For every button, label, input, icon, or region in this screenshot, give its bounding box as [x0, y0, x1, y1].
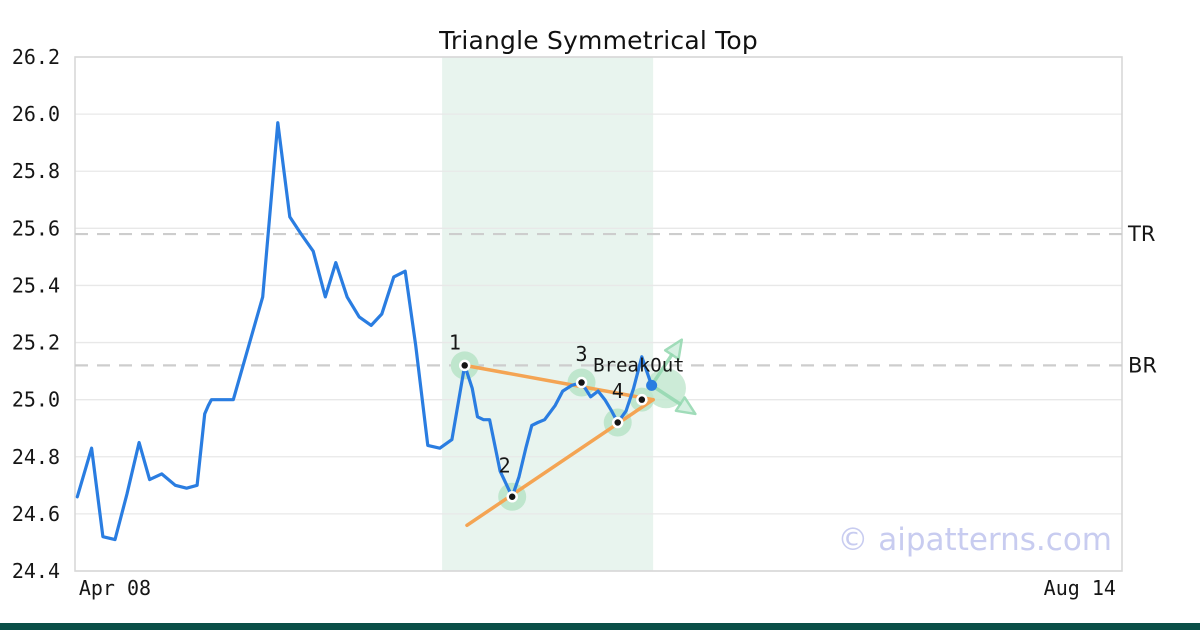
pattern-point-dot-apex [636, 393, 648, 406]
y-tick-label: 25.4 [12, 273, 60, 297]
pattern-point-label-4: 4 [612, 379, 624, 403]
level-label-tr: TR [1127, 222, 1155, 246]
y-tick-label: 25.8 [12, 159, 60, 183]
y-tick-label: 25.6 [12, 216, 60, 240]
projection-arrow-shaft [649, 383, 683, 406]
pattern-point-label-2: 2 [499, 453, 511, 477]
x-tick-label: Apr 08 [79, 576, 151, 600]
y-tick-label: 26.2 [12, 45, 60, 69]
pattern-point-dot-1 [458, 359, 471, 372]
upper-trendline [462, 363, 655, 402]
y-tick-label: 25.2 [12, 331, 60, 355]
footer-bar [0, 623, 1200, 630]
level-label-br: BR [1128, 353, 1157, 377]
plot-border [74, 56, 1123, 572]
projection-arrow-shaft [649, 352, 674, 388]
pattern-region-band [442, 57, 654, 571]
chart-title: Triangle Symmetrical Top [439, 26, 758, 55]
y-tick-label: 24.6 [12, 502, 60, 526]
pattern-point-label-3: 3 [576, 342, 588, 366]
y-tick-label: 24.4 [12, 559, 60, 583]
y-tick-label: 26.0 [12, 102, 60, 126]
x-tick-label: Aug 14 [1044, 576, 1116, 600]
y-tick-label: 25.0 [12, 388, 60, 412]
arrow-down-icon [674, 396, 697, 416]
pattern-point-label-1: 1 [449, 331, 461, 355]
breakout-label: BreakOut [593, 354, 685, 376]
breakout-dot [646, 379, 658, 391]
arrow-up-icon [663, 338, 684, 361]
pattern-point-dot-4 [611, 416, 624, 429]
pattern-point-dot-3 [575, 376, 588, 389]
watermark: © aipatterns.com [837, 522, 1112, 558]
y-tick-label: 24.8 [12, 445, 60, 469]
pattern-point-dot-2 [506, 491, 518, 503]
